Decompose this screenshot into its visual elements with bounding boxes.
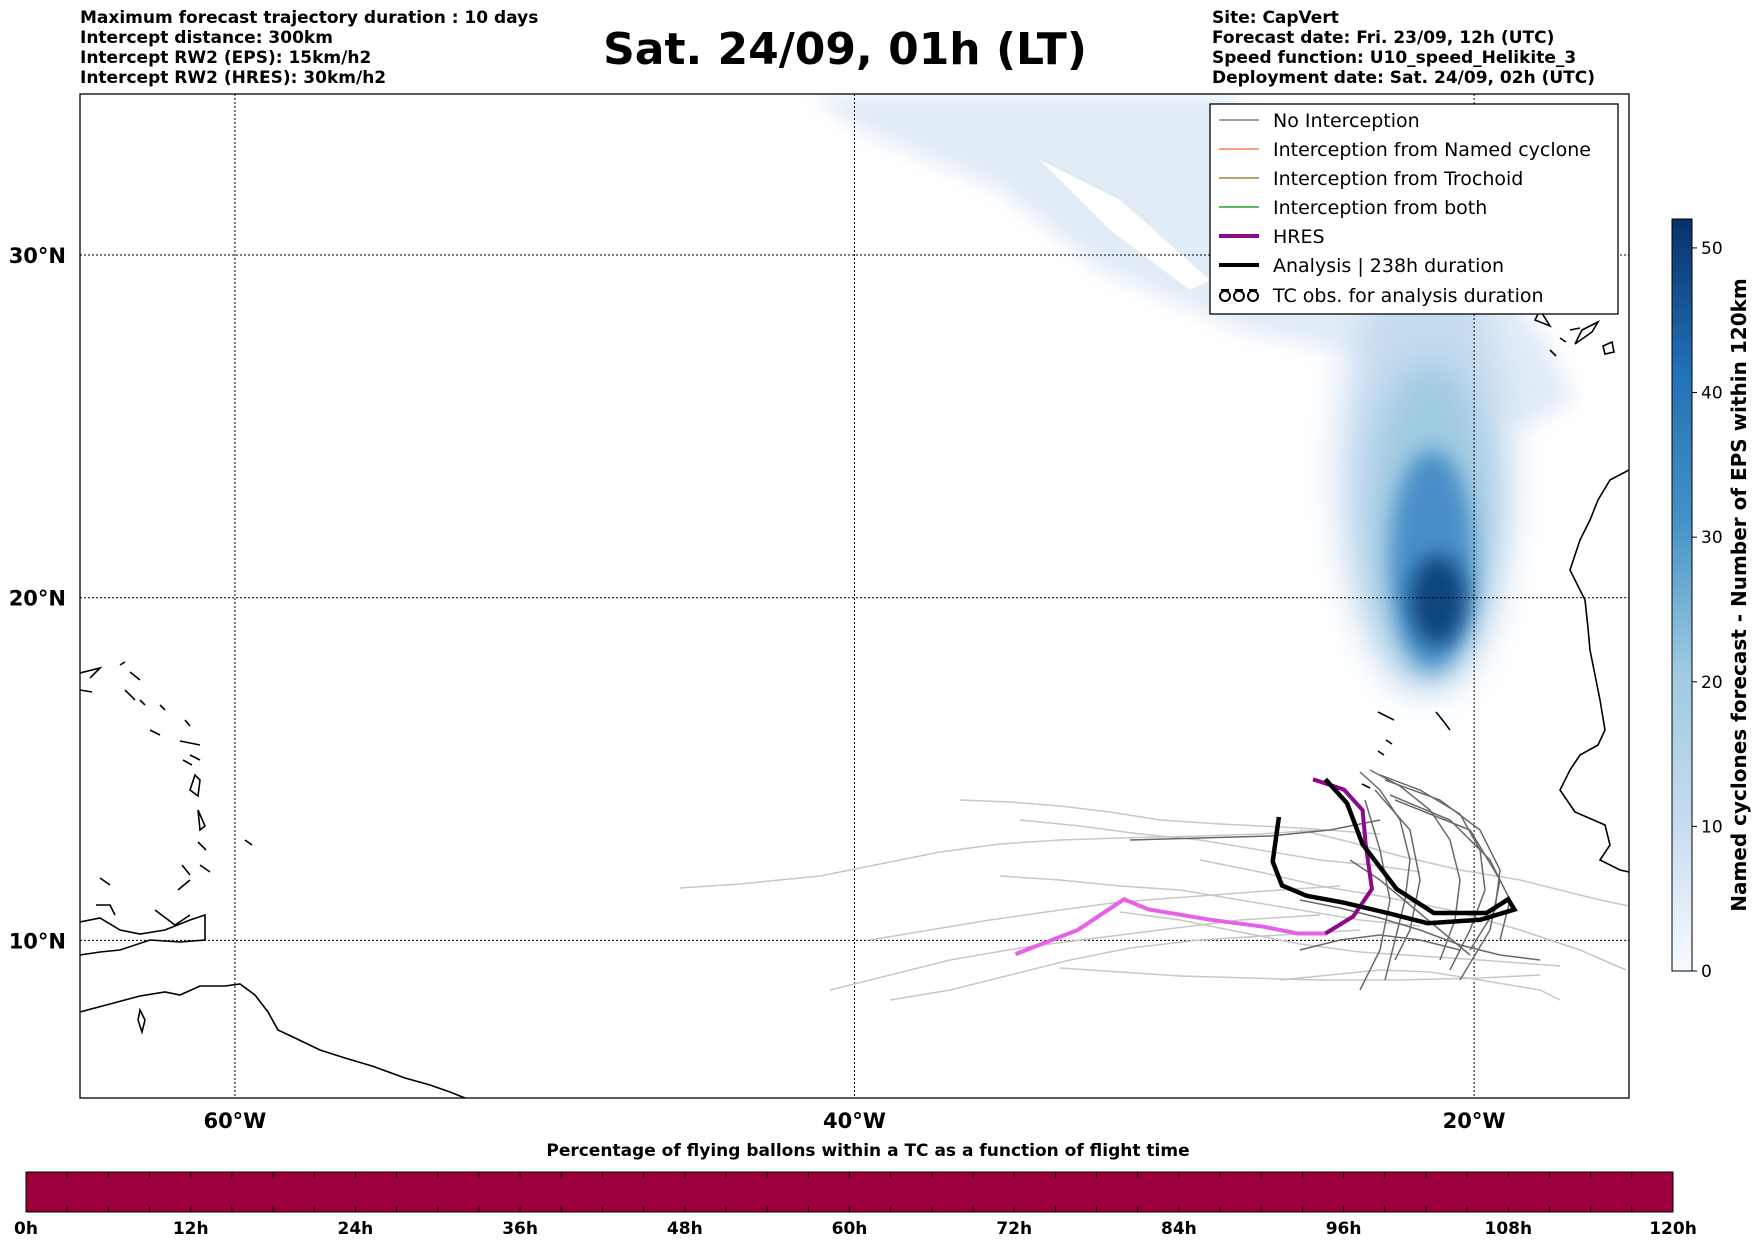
header-left-info: Maximum forecast trajectory duration : 1… (80, 8, 538, 88)
colorbar-tick-label: 50 (1701, 239, 1723, 259)
map-area (80, 94, 1629, 1098)
bottom-bar-tick-label: 24h (338, 1219, 374, 1239)
legend-label-both: Interception from both (1273, 197, 1487, 219)
colorbar-label: Named cyclones forecast - Number of EPS … (1727, 278, 1751, 912)
coastlines (80, 308, 1629, 1098)
deployment-date-text: Deployment date: Sat. 24/09, 02h (UTC) (1212, 68, 1596, 88)
bottom-bar-tick-label: 120h (1649, 1219, 1697, 1239)
tc-obs-symbol-icon (1219, 289, 1259, 302)
colorbar-tick-label: 20 (1701, 673, 1723, 693)
site-text: Site: CapVert (1212, 8, 1339, 28)
colorbar-gradient (1671, 218, 1693, 972)
colorbar-right: 0 10 20 30 40 50 Named cyclones forecast - Nu… (1671, 218, 1751, 982)
gridlines (80, 94, 1629, 1098)
legend-label-named-cyclone: Interception from Named cyclone (1273, 139, 1591, 161)
cyclone-density-field (810, 94, 1575, 690)
lat-tick-label: 10°N (9, 929, 66, 953)
page-title: Sat. 24/09, 01h (LT) (603, 24, 1087, 75)
bottom-percentage-bar: Percentage of flying ballons within a TC… (14, 1141, 1697, 1239)
header-right-info: Site: CapVert Forecast date: Fri. 23/09,… (1212, 8, 1595, 88)
colorbar-tick-label: 30 (1701, 528, 1723, 548)
bottom-bar-title: Percentage of flying ballons within a TC… (546, 1141, 1189, 1161)
legend-box (1209, 103, 1619, 315)
speed-function-text: Speed function: U10_speed_Helikite_3 (1212, 48, 1577, 68)
legend-label-hres: HRES (1273, 226, 1325, 248)
colorbar-ticks: 0 10 20 30 40 50 (1692, 239, 1723, 982)
legend-label-tc-obs: TC obs. for analysis duration (1272, 285, 1544, 307)
intercept-rw2-eps-text: Intercept RW2 (EPS): 15km/h2 (80, 48, 372, 68)
legend-label-trochoid: Interception from Trochoid (1273, 168, 1523, 190)
legend-label-no-interception: No Interception (1273, 110, 1420, 132)
lon-tick-label: 40°W (823, 1109, 886, 1133)
legend: No Interception Interception from Named … (1209, 103, 1619, 315)
colorbar-tick-label: 10 (1701, 817, 1723, 837)
latitude-labels: 30°N 20°N 10°N (9, 244, 66, 953)
forecast-date-text: Forecast date: Fri. 23/09, 12h (UTC) (1212, 28, 1555, 48)
map-frame (79, 93, 1630, 1099)
lat-tick-label: 20°N (9, 587, 66, 611)
intercept-distance-text: Intercept distance: 300km (80, 28, 333, 48)
bottom-bar-tick-label: 0h (14, 1219, 38, 1239)
analysis-track (1270, 777, 1518, 926)
colorbar-tick-label: 40 (1701, 384, 1723, 404)
bottom-bar-tick-label: 108h (1485, 1219, 1533, 1239)
bottom-bar-minor-ticks (66, 1172, 1633, 1212)
lon-tick-label: 60°W (203, 1109, 266, 1133)
max-trajectory-duration-text: Maximum forecast trajectory duration : 1… (80, 8, 539, 28)
bottom-bar-tick-labels: 0h 12h 24h 36h 48h 60h 72h 84h 96h 108h 120h (14, 1219, 1697, 1239)
longitude-labels: 60°W 40°W 20°W (203, 1109, 1505, 1133)
bottom-bar-tick-label: 84h (1161, 1219, 1197, 1239)
colorbar-tick-label: 0 (1701, 962, 1712, 982)
legend-label-analysis: Analysis | 238h duration (1273, 255, 1504, 277)
lat-tick-label: 30°N (9, 244, 66, 268)
bottom-bar-tick-label: 60h (832, 1219, 868, 1239)
bottom-bar-tick-label: 36h (502, 1219, 538, 1239)
lon-tick-label: 20°W (1443, 1109, 1506, 1133)
bottom-bar-fill (25, 1171, 1674, 1213)
bottom-bar-tick-label: 12h (173, 1219, 209, 1239)
trajectory-bundle-light (679, 799, 1629, 1001)
bottom-bar-tick-label: 72h (996, 1219, 1032, 1239)
intercept-rw2-hres-text: Intercept RW2 (HRES): 30km/h2 (80, 68, 387, 88)
bottom-bar-tick-label: 48h (667, 1219, 703, 1239)
hres-track-near-site (1312, 777, 1374, 936)
bottom-bar-tick-label: 96h (1326, 1219, 1362, 1239)
